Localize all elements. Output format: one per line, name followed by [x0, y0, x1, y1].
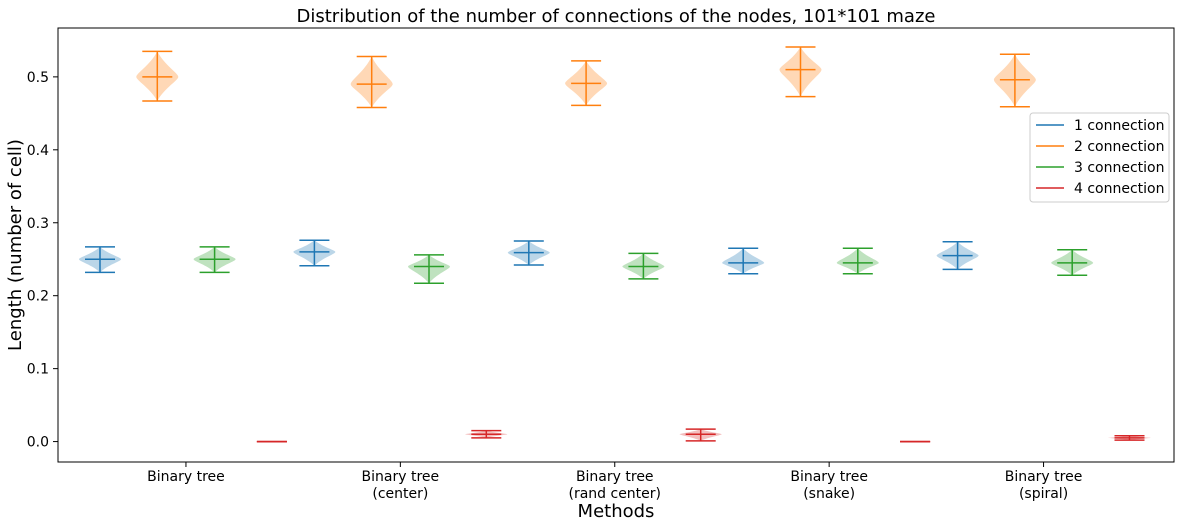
plot-area	[79, 46, 1151, 443]
legend-label: 4 connection	[1074, 181, 1165, 197]
x-tick-label: Binary tree	[790, 469, 868, 485]
legend: 1 connection 2 connection 3 connection 4 co…	[1029, 112, 1170, 203]
y-tick-label: 0.4	[27, 143, 49, 159]
y-tick-label: 0.1	[27, 362, 49, 378]
x-axis: Binary tree Binary tree(center)Binary tre…	[147, 462, 1082, 502]
x-tick-label: (spiral)	[1019, 486, 1068, 502]
x-tick-label: (snake)	[803, 486, 855, 502]
y-tick-label: 0.3	[27, 216, 49, 232]
legend-label: 3 connection	[1074, 160, 1165, 176]
legend-label: 2 connection	[1074, 139, 1165, 155]
y-tick-label: 0.2	[27, 289, 49, 305]
x-axis-title: Methods	[578, 501, 655, 522]
y-tick-label: 0.0	[27, 435, 49, 451]
legend-box	[1029, 112, 1170, 203]
x-tick-label: Binary tree	[362, 469, 440, 485]
x-tick-label: (center)	[372, 486, 428, 502]
y-axis-title: Length (number of cell)	[5, 139, 26, 351]
x-tick-label: Binary tree	[1005, 469, 1083, 485]
x-tick-label: (rand center)	[568, 486, 661, 502]
x-tick-label: Binary tree	[147, 469, 225, 485]
chart-title: Distribution of the number of connection…	[297, 6, 936, 27]
legend-label: 1 connection	[1074, 118, 1165, 134]
x-tick-label: Binary tree	[576, 469, 654, 485]
y-axis: 0.0 0.1 0.2 0.3 0.4 0.5	[27, 70, 58, 451]
y-tick-label: 0.5	[27, 70, 49, 86]
plot-frame	[57, 27, 1175, 463]
